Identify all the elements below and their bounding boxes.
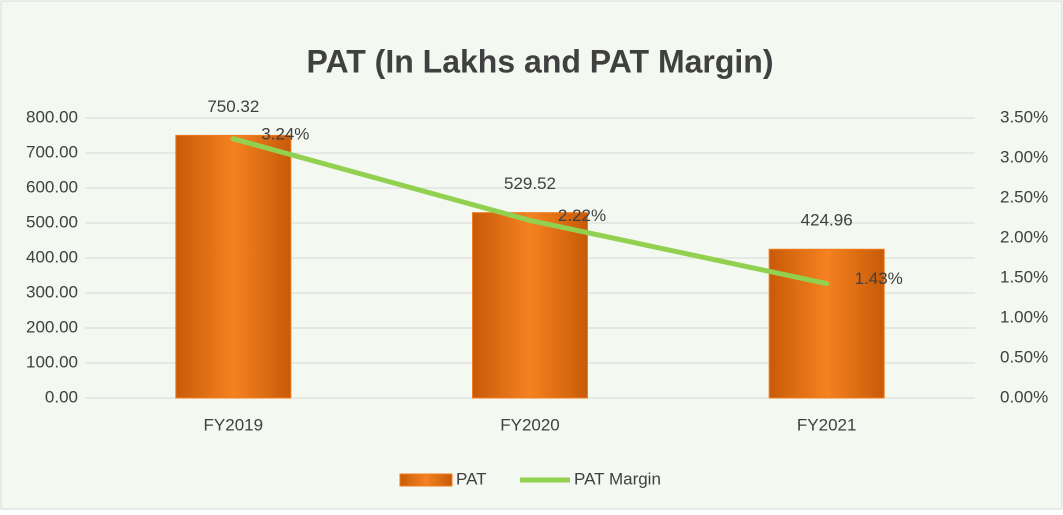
- data-label: 424.96: [801, 211, 853, 230]
- y2-tick-label: 3.00%: [1000, 147, 1048, 166]
- y-tick-label: 600.00: [26, 177, 78, 196]
- y2-tick-label: 1.00%: [1000, 307, 1048, 326]
- data-label: 750.32: [207, 97, 259, 116]
- y-tick-label: 0.00: [45, 387, 78, 406]
- chart-title: PAT (In Lakhs and PAT Margin): [307, 43, 774, 79]
- y-tick-label: 700.00: [26, 142, 78, 161]
- x-tick-label: FY2019: [204, 415, 264, 434]
- bar: [175, 134, 292, 399]
- data-label: 3.24%: [261, 124, 309, 143]
- y-tick-label: 100.00: [26, 352, 78, 371]
- y-tick-label: 200.00: [26, 317, 78, 336]
- data-label: 2.22%: [558, 206, 606, 225]
- y-tick-label: 300.00: [26, 282, 78, 301]
- data-label: 529.52: [504, 174, 556, 193]
- y2-tick-label: 2.00%: [1000, 227, 1048, 246]
- bar: [472, 212, 588, 399]
- y2-tick-label: 3.50%: [1000, 107, 1048, 126]
- legend-swatch: [399, 473, 453, 487]
- y-tick-label: 400.00: [26, 247, 78, 266]
- y-tick-label: 500.00: [26, 212, 78, 231]
- y2-tick-label: 0.00%: [1000, 387, 1048, 406]
- y2-tick-label: 1.50%: [1000, 267, 1048, 286]
- x-tick-label: FY2021: [797, 415, 857, 434]
- line: [230, 136, 830, 287]
- legend-label: PAT Margin: [574, 469, 661, 488]
- legend-label: PAT: [456, 469, 487, 488]
- y-tick-label: 800.00: [26, 107, 78, 126]
- y2-tick-label: 2.50%: [1000, 187, 1048, 206]
- data-label: 1.43%: [855, 269, 903, 288]
- y2-tick-label: 0.50%: [1000, 347, 1048, 366]
- x-tick-label: FY2020: [500, 415, 560, 434]
